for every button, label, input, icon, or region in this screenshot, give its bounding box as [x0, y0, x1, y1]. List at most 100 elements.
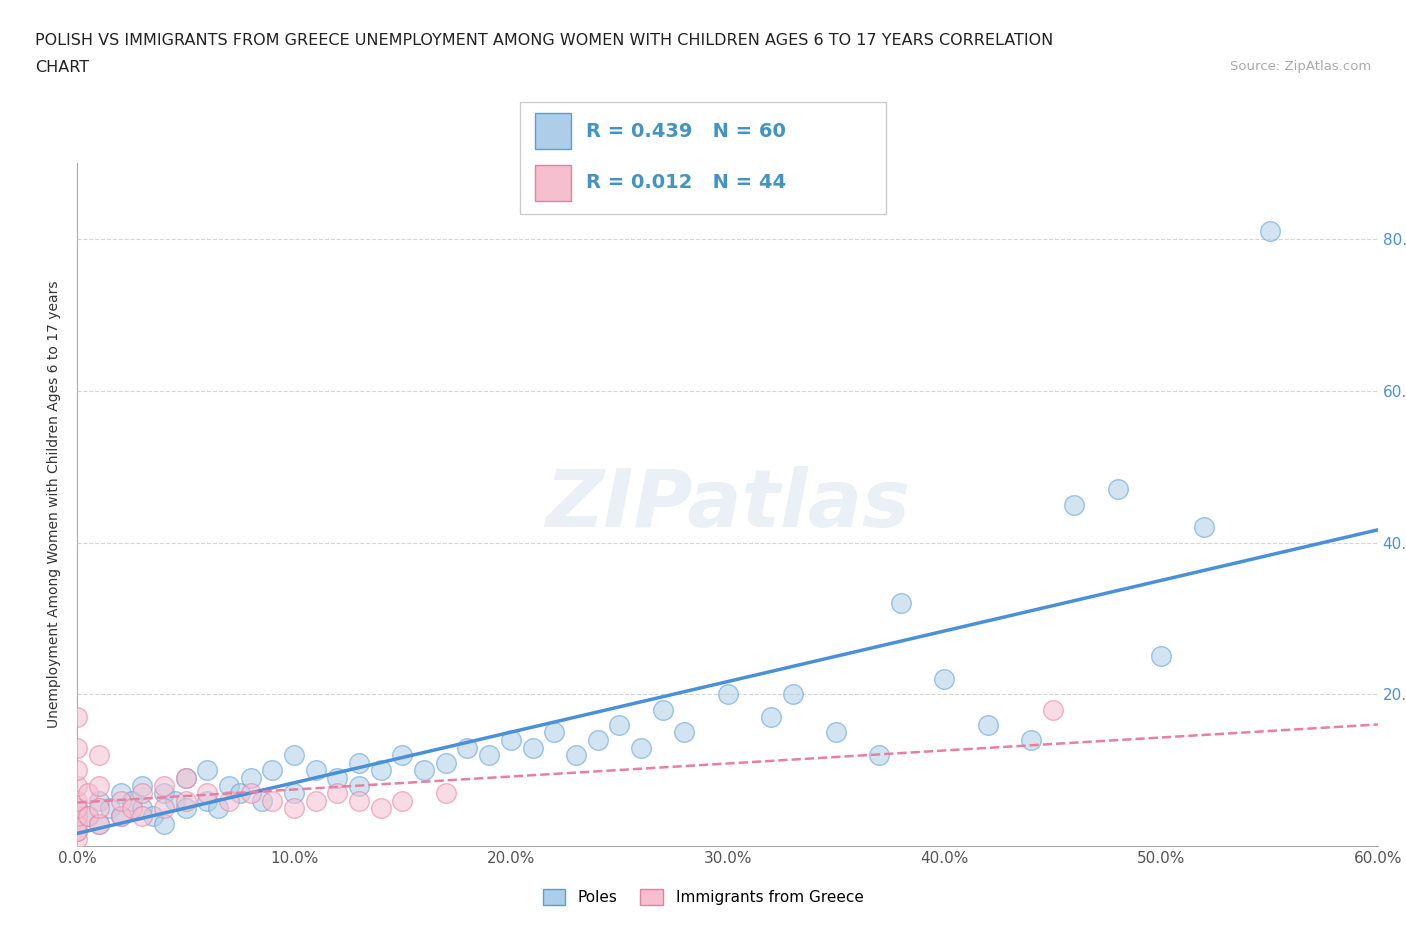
FancyBboxPatch shape — [534, 165, 571, 201]
Point — [142, 808, 165, 823]
Point — [586, 733, 609, 748]
Point — [121, 793, 143, 808]
Point — [890, 596, 912, 611]
Point — [110, 808, 132, 823]
Point — [110, 793, 132, 808]
Point — [66, 831, 89, 846]
Point — [77, 808, 100, 823]
Point — [66, 824, 89, 839]
Text: CHART: CHART — [35, 60, 89, 75]
Point — [717, 687, 740, 702]
Point — [66, 801, 89, 816]
Legend: Poles, Immigrants from Greece: Poles, Immigrants from Greece — [534, 882, 872, 913]
Point — [66, 793, 89, 808]
Point — [673, 725, 696, 740]
Point — [153, 801, 176, 816]
Point — [1107, 482, 1129, 497]
Text: ZIPatlas: ZIPatlas — [546, 466, 910, 543]
Point — [174, 793, 197, 808]
Point — [1019, 733, 1042, 748]
Point — [868, 748, 890, 763]
Point — [326, 786, 349, 801]
Point — [131, 778, 153, 793]
Point — [66, 824, 89, 839]
Point — [283, 786, 305, 801]
Point — [391, 748, 413, 763]
Point — [759, 710, 782, 724]
Point — [131, 786, 153, 801]
Point — [1042, 702, 1064, 717]
Point — [651, 702, 673, 717]
Point — [499, 733, 522, 748]
Point — [434, 786, 457, 801]
Point — [153, 778, 176, 793]
Point — [87, 748, 110, 763]
Point — [543, 725, 565, 740]
Point — [131, 808, 153, 823]
Point — [630, 740, 652, 755]
Point — [229, 786, 252, 801]
Text: Source: ZipAtlas.com: Source: ZipAtlas.com — [1230, 60, 1371, 73]
Point — [347, 778, 370, 793]
Point — [370, 763, 392, 777]
Point — [77, 786, 100, 801]
Point — [434, 755, 457, 770]
Text: R = 0.012   N = 44: R = 0.012 N = 44 — [586, 173, 786, 193]
Point — [77, 808, 100, 823]
Point — [782, 687, 804, 702]
Point — [825, 725, 848, 740]
Point — [66, 808, 89, 823]
Point — [174, 770, 197, 785]
FancyBboxPatch shape — [534, 113, 571, 149]
Point — [197, 786, 219, 801]
Point — [110, 786, 132, 801]
Point — [197, 763, 219, 777]
Point — [522, 740, 544, 755]
Point — [66, 710, 89, 724]
Point — [66, 763, 89, 777]
Point — [66, 740, 89, 755]
Point — [87, 793, 110, 808]
Point — [262, 793, 284, 808]
Point — [239, 770, 262, 785]
Point — [391, 793, 413, 808]
Point — [934, 671, 956, 686]
Point — [87, 801, 110, 816]
Point — [153, 786, 176, 801]
Point — [87, 817, 110, 831]
Point — [250, 793, 273, 808]
Point — [565, 748, 588, 763]
Point — [262, 763, 284, 777]
Point — [110, 808, 132, 823]
Point — [197, 793, 219, 808]
Point — [131, 801, 153, 816]
Point — [283, 801, 305, 816]
Point — [87, 778, 110, 793]
Point — [607, 717, 630, 732]
Text: POLISH VS IMMIGRANTS FROM GREECE UNEMPLOYMENT AMONG WOMEN WITH CHILDREN AGES 6 T: POLISH VS IMMIGRANTS FROM GREECE UNEMPLO… — [35, 33, 1053, 47]
Point — [305, 763, 328, 777]
Point — [218, 778, 240, 793]
Point — [283, 748, 305, 763]
Text: R = 0.439   N = 60: R = 0.439 N = 60 — [586, 122, 786, 140]
Point — [87, 817, 110, 831]
Point — [457, 740, 479, 755]
Point — [1258, 224, 1281, 239]
Point — [66, 778, 89, 793]
Point — [370, 801, 392, 816]
Point — [66, 801, 89, 816]
Point — [347, 793, 370, 808]
Point — [1150, 649, 1173, 664]
Point — [347, 755, 370, 770]
Point — [1194, 520, 1216, 535]
Point — [153, 817, 176, 831]
Point — [1063, 498, 1085, 512]
Point — [478, 748, 501, 763]
Point — [174, 801, 197, 816]
Point — [66, 817, 89, 831]
Point — [207, 801, 229, 816]
Point — [121, 801, 143, 816]
Point — [239, 786, 262, 801]
FancyBboxPatch shape — [520, 102, 886, 214]
Point — [163, 793, 186, 808]
